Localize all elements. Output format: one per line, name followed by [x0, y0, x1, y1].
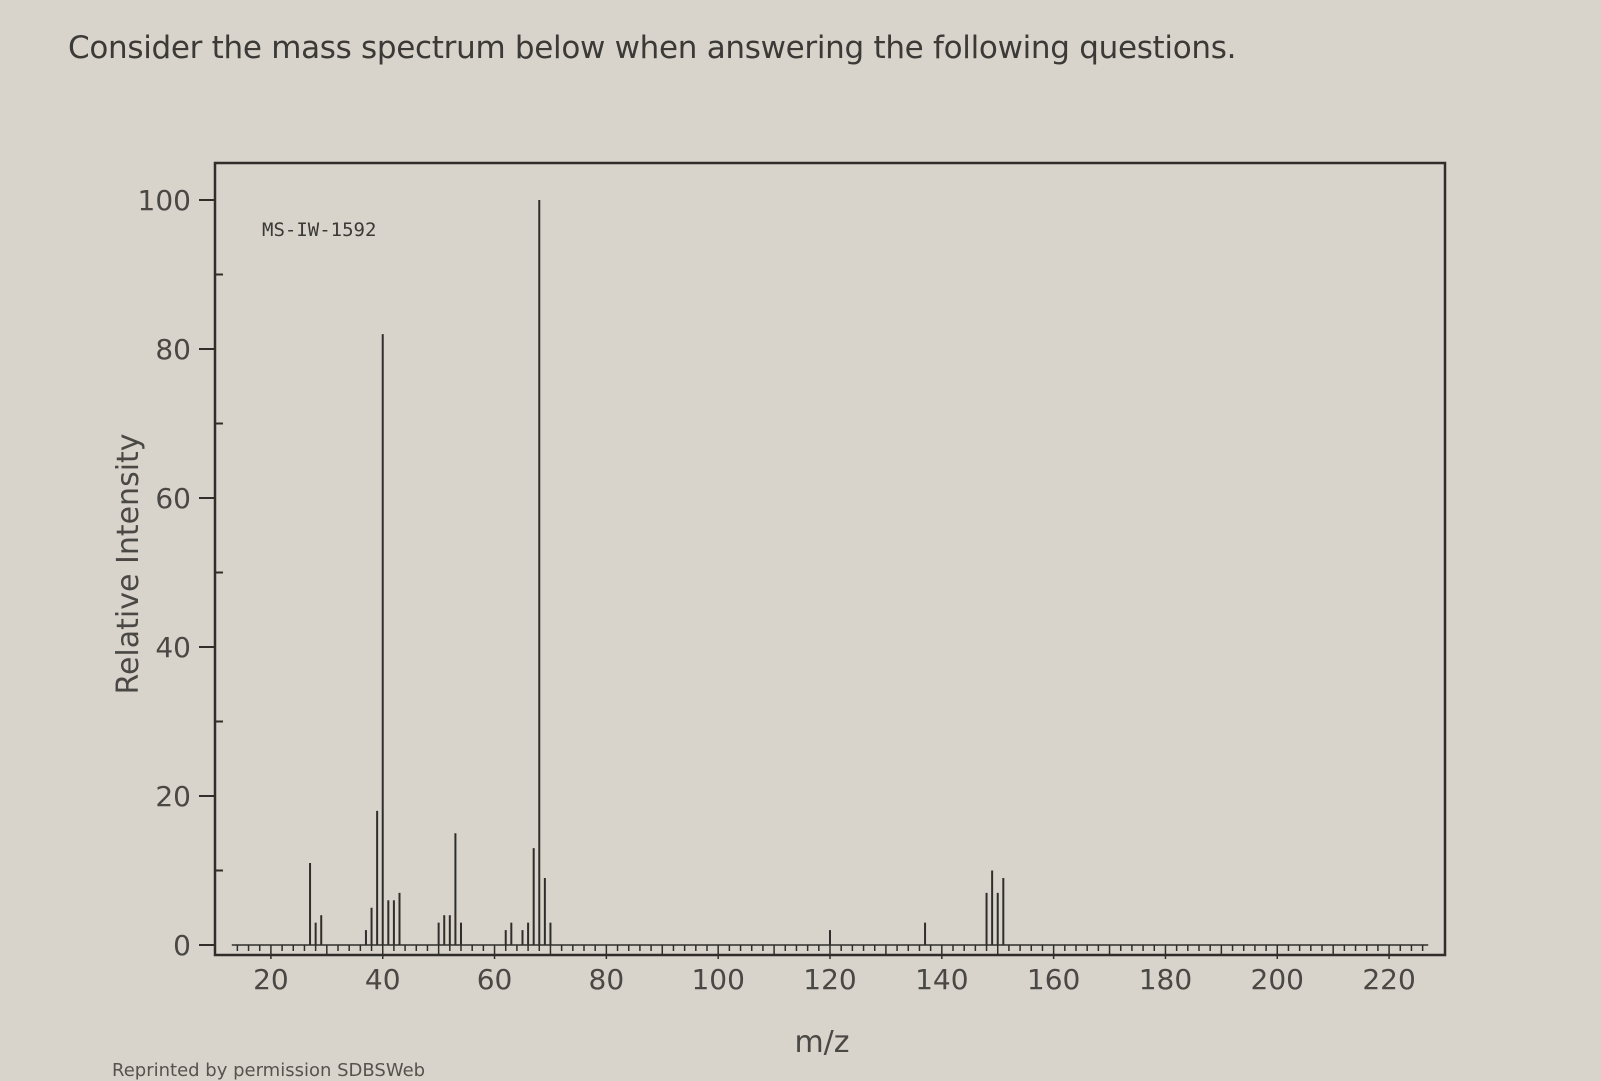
question-text: Consider the mass spectrum below when an…	[68, 30, 1237, 66]
x-axis: 20 40 60 80 100 120 140 160 180 200 220	[231, 944, 1429, 996]
x-tick-label: 220	[1362, 963, 1415, 996]
plot-frame	[213, 161, 1447, 957]
x-tick-label: 140	[915, 963, 968, 996]
y-tick-label: 60	[155, 482, 191, 515]
y-axis-label: Relative Intensity	[111, 433, 146, 694]
credit-text: Reprinted by permission SDBSWeb	[112, 1060, 426, 1081]
chart-title: MS-IW-1592	[262, 219, 376, 241]
x-axis-label: m/z	[794, 1025, 849, 1060]
x-tick-label: 100	[691, 963, 744, 996]
y-tick-label: 100	[138, 184, 191, 217]
x-tick-label: 60	[477, 963, 513, 996]
y-tick-label: 40	[155, 631, 191, 664]
x-tick-label: 40	[365, 963, 401, 996]
x-tick-label: 120	[803, 963, 856, 996]
x-tick-label: 160	[1027, 963, 1080, 996]
y-tick-label: 20	[155, 780, 191, 813]
y-axis: 0 20 40 60 80 100	[138, 184, 223, 962]
x-tick-label: 20	[253, 963, 289, 996]
y-tick-label: 0	[173, 929, 191, 962]
x-tick-label: 80	[589, 963, 625, 996]
peaks-group	[309, 200, 1005, 945]
y-tick-label: 80	[155, 333, 191, 366]
x-tick-label: 180	[1139, 963, 1192, 996]
x-tick-label: 200	[1251, 963, 1304, 996]
